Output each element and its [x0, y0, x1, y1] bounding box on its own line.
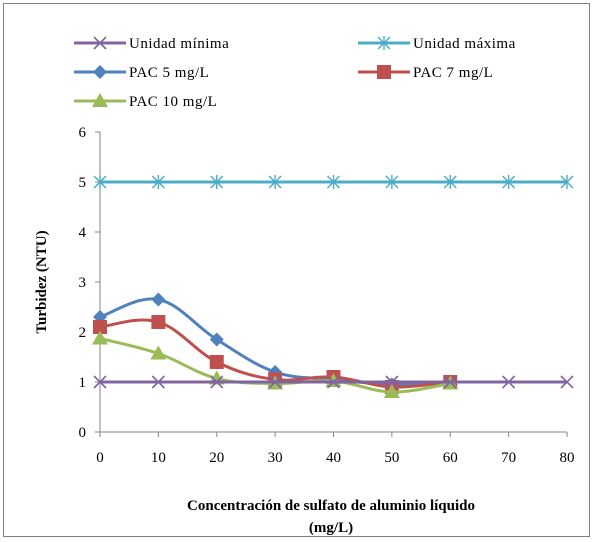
data-point: [209, 332, 224, 347]
data-point: [210, 175, 224, 189]
data-point: [151, 175, 165, 189]
y-tick-label: 1: [79, 375, 87, 391]
data-point: [327, 175, 340, 189]
legend: Unidad mínima Unidad máxima PAC 5 mg/L PAC …: [74, 36, 516, 110]
data-point: [502, 375, 516, 389]
series-layer: [92, 175, 574, 398]
y-axis-title: Turbidez (NTU): [34, 230, 50, 333]
y-tick-label: 0: [79, 425, 87, 441]
legend-entry: PAC 7 mg/L: [358, 65, 493, 81]
legend-label: Unidad mínima: [129, 36, 229, 52]
y-tick-label: 4: [79, 225, 87, 241]
series-unidad-m-xima: [93, 175, 574, 189]
data-point: [93, 375, 107, 389]
series-unidad-m-nima: [93, 375, 574, 389]
y-tick-label: 2: [79, 325, 87, 341]
data-point: [93, 175, 107, 189]
data-point: [443, 175, 457, 189]
data-point: [210, 375, 224, 389]
data-point: [560, 375, 574, 389]
legend-label: Unidad máxima: [413, 36, 516, 52]
data-point: [443, 375, 457, 389]
x-ticks: 0 10 20 30 40 50 60 70 80: [96, 432, 575, 466]
legend-entry: PAC 5 mg/L: [74, 65, 209, 81]
x-tick-label: 60: [443, 450, 458, 466]
x-tick-label: 50: [384, 450, 399, 466]
data-point: [151, 375, 165, 389]
data-point: [385, 175, 399, 189]
y-tick-label: 5: [79, 175, 87, 191]
y-tick-label: 6: [79, 125, 87, 141]
y-tick-label: 3: [79, 275, 87, 291]
x-tick-label: 0: [96, 450, 104, 466]
x-tick-label: 20: [209, 450, 224, 466]
data-point: [151, 292, 166, 307]
data-point: [268, 175, 282, 189]
data-point: [150, 345, 167, 360]
legend-swatch-marker: [377, 65, 391, 79]
data-point: [385, 375, 399, 389]
data-point: [151, 315, 166, 329]
legend-label: PAC 10 mg/L: [129, 94, 217, 110]
data-point: [560, 175, 574, 189]
legend-label: PAC 5 mg/L: [129, 65, 209, 81]
y-ticks: 0 1 2 3 4 5 6: [79, 125, 100, 441]
data-point: [209, 355, 224, 369]
legend-entry: Unidad máxima: [358, 36, 516, 52]
x-tick-label: 30: [268, 450, 283, 466]
legend-label: PAC 7 mg/L: [413, 65, 493, 81]
data-point: [268, 375, 282, 389]
legend-entry: Unidad mínima: [74, 36, 229, 52]
legend-swatch-marker: [93, 36, 107, 50]
legend-swatch-marker: [92, 93, 108, 107]
x-tick-label: 10: [151, 450, 166, 466]
data-point: [383, 384, 400, 398]
x-tick-label: 80: [560, 450, 575, 466]
x-axis-title-line1: Concentración de sulfato de aluminio líq…: [187, 498, 475, 514]
data-point: [92, 330, 108, 345]
legend-swatch-marker: [377, 36, 391, 50]
legend-entry: PAC 10 mg/L: [74, 93, 217, 110]
legend-swatch-marker: [93, 65, 107, 79]
x-axis-title-line2: (mg/L): [309, 520, 353, 536]
data-point: [502, 175, 516, 189]
x-tick-label: 40: [326, 450, 341, 466]
chart-frame: [3, 3, 590, 537]
data-point: [326, 375, 341, 389]
data-point: [93, 320, 107, 334]
x-tick-label: 70: [501, 450, 516, 466]
